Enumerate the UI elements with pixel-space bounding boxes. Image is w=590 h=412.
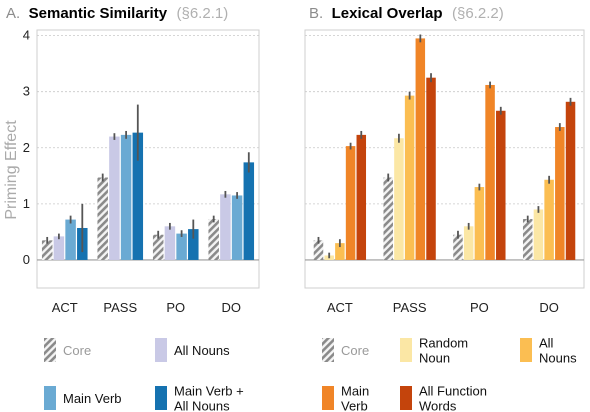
panel-a-legend-label-main-verb-all-nouns: Main Verb + All Nouns — [174, 384, 244, 412]
panel-a-legend: Core All Nouns Main Verb Main Verb + All Nou… — [44, 338, 244, 412]
panel-a-bar-pass-all-nouns — [109, 136, 120, 260]
panel-a-x-tick-label-do: DO — [222, 300, 242, 315]
panel-a-y-tick-label: 2 — [23, 140, 30, 155]
panel-b-bar-po-random-noun — [463, 226, 474, 260]
panel-b-legend-label-all-function-words: All Function Words — [419, 384, 487, 412]
panel-b-bar-pass-all-function-words — [426, 77, 436, 260]
panel-a-y-tick-label: 4 — [23, 28, 30, 43]
panel-a-plot-frame — [36, 29, 260, 289]
panel-b-bar-pass-main-verb — [415, 38, 426, 260]
panel-b-bar-do-random-noun — [533, 209, 544, 260]
panel-a-legend-swatch-all-nouns — [155, 338, 167, 362]
panel-b-bar-act-main-verb — [345, 146, 356, 260]
panel-b-bar-do-all-function-words — [565, 101, 576, 260]
panel-b-x-tick-label-do: DO — [539, 300, 559, 315]
panel-a-letter: A. — [6, 5, 20, 22]
panel-b-bar-act-all-function-words — [356, 134, 367, 260]
panel-b-plot-frame — [304, 29, 585, 289]
panel-b-title-ref: (§6.2.2) — [452, 5, 504, 22]
panel-a-x-tick-label-pass: PASS — [103, 300, 137, 315]
panel-b-bar-do-core — [522, 219, 533, 260]
panel-b-title-text: Lexical Overlap — [332, 5, 443, 22]
panel-a-legend-label-core: Core — [63, 343, 91, 358]
panel-b-letter: B. — [309, 5, 323, 22]
panel-b-bar-pass-core — [383, 177, 393, 260]
panel-a-bar-act-main-verb — [65, 219, 76, 260]
panel-a-bar-pass-main-verb-all-nouns — [132, 132, 144, 260]
panel-a-bar-pass-main-verb — [120, 134, 132, 260]
panel-b-legend: Core Random Noun All Nouns Main Verb All Functi… — [322, 336, 577, 412]
panel-b-x-tick-label-po: PO — [470, 300, 489, 315]
panel-b-legend-swatch-all-nouns — [520, 338, 532, 362]
panel-a-bar-do-core — [208, 219, 219, 260]
panel-b-bar-do-main-verb — [555, 127, 565, 260]
panel-a-bar-po-main-verb — [176, 233, 187, 260]
panel-b-x-tick-label-pass: PASS — [393, 300, 427, 315]
panel-a-legend-swatch-main-verb — [44, 386, 56, 410]
panel-a-bar-po-all-nouns — [164, 226, 176, 260]
panel-a-chart: 0 1 2 3 4 ACT PASS PO DO — [23, 28, 260, 315]
panel-b-bar-po-all-function-words — [496, 110, 506, 260]
panel-b-bar-po-all-nouns — [474, 187, 485, 260]
panel-a-bar-do-main-verb-all-nouns — [243, 162, 255, 260]
panel-a-legend-label-main-verb: Main Verb — [63, 391, 122, 406]
panel-b-bar-act-core — [313, 240, 324, 260]
panel-b-legend-swatch-main-verb — [322, 386, 334, 410]
panel-b-bar-po-main-verb — [485, 84, 495, 260]
panel-a-legend-swatch-core — [44, 338, 56, 362]
panel-a-legend-label-all-nouns: All Nouns — [174, 343, 230, 358]
panel-b-bar-pass-all-nouns — [404, 95, 415, 260]
panel-b-legend-label-random-noun: Random Noun — [419, 336, 468, 366]
panel-b-legend-swatch-core — [322, 338, 334, 362]
panel-b-bar-po-core — [453, 234, 463, 260]
panel-a-bar-do-all-nouns — [220, 194, 231, 260]
panel-b-legend-label-all-nouns: All Nouns — [539, 336, 577, 366]
panel-a-bar-po-main-verb-all-nouns — [188, 229, 199, 260]
panel-b-legend-label-core: Core — [341, 343, 369, 358]
panel-a-bar-pass-core — [97, 177, 108, 260]
y-axis-label: Priming Effect — [3, 120, 20, 220]
panel-a-y-tick-label: 1 — [23, 196, 30, 211]
panel-a-y-tick-label: 3 — [23, 84, 30, 99]
panel-b-title: B. Lexical Overlap (§6.2.2) — [309, 5, 504, 22]
panel-a-title-text: Semantic Similarity — [29, 5, 168, 22]
panel-b-legend-swatch-all-function-words — [400, 386, 412, 410]
panel-b-chart: ACT PASS PO DO — [304, 29, 585, 315]
panel-a-title-ref: (§6.2.1) — [177, 5, 229, 22]
panel-a-y-tick-label: 0 — [23, 252, 30, 267]
panel-a-x-tick-label-po: PO — [166, 300, 185, 315]
panel-a-bar-do-main-verb — [231, 195, 243, 260]
panel-b-bar-act-all-nouns — [335, 243, 345, 260]
panel-a-bar-act-all-nouns — [53, 236, 65, 260]
panel-b-bar-do-all-nouns — [544, 179, 554, 260]
panel-a-legend-swatch-main-verb-all-nouns — [155, 386, 167, 410]
panel-b-legend-swatch-random-noun — [400, 338, 412, 362]
panel-a-title: A. Semantic Similarity (§6.2.1) — [6, 5, 228, 22]
panel-b-x-tick-label-act: ACT — [327, 300, 353, 315]
panel-a-bar-po-core — [152, 234, 164, 260]
panel-a-bar-act-core — [41, 240, 53, 260]
panel-a-x-tick-label-act: ACT — [52, 300, 78, 315]
panel-b-legend-label-main-verb: Main Verb — [341, 384, 369, 412]
panel-b-bar-pass-random-noun — [394, 138, 404, 260]
